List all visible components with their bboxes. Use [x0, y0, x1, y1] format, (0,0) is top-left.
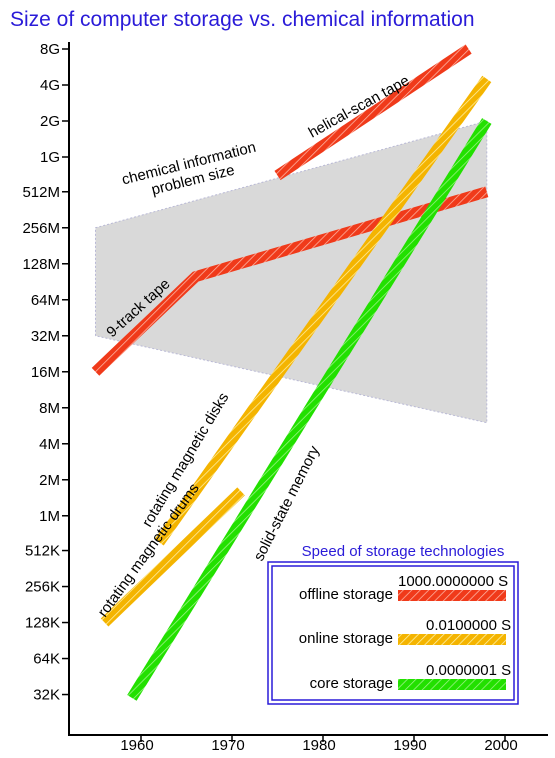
y-tick-label: 128K — [25, 615, 60, 632]
x-tick-layer: 1960 1970 1980 1990 2000 — [120, 735, 518, 754]
y-tick-label: 8M — [39, 400, 60, 417]
legend-swatch-core — [398, 679, 506, 690]
x-tick-label: 1990 — [393, 737, 426, 754]
y-tick-label: 256K — [25, 579, 60, 596]
y-tick-label: 256M — [22, 220, 60, 237]
legend-label-offline: offline storage — [299, 586, 393, 603]
y-tick-label: 1G — [40, 149, 60, 166]
x-tick-label: 2000 — [484, 737, 517, 754]
legend-swatch-online — [398, 634, 506, 645]
series-layer — [91, 44, 492, 701]
y-tick-label: 8G — [40, 41, 60, 58]
x-tick-label: 1980 — [302, 737, 335, 754]
y-tick-label: 512M — [22, 184, 60, 201]
x-tick-label: 1960 — [120, 737, 153, 754]
y-tick-label: 64M — [31, 292, 60, 309]
y-tick-label: 512K — [25, 543, 60, 560]
problem-size-region — [95, 120, 488, 424]
y-tick-label: 128M — [22, 256, 60, 273]
y-tick-label: 64K — [33, 651, 60, 668]
chart-title: Size of computer storage vs. chemical in… — [10, 8, 475, 31]
legend-label-online: online storage — [299, 630, 393, 647]
y-tick-label: 32K — [33, 687, 60, 704]
legend-value-core: 0.0000001 S — [426, 662, 511, 679]
series-rotating-magnetic-drums — [100, 487, 245, 627]
legend-value-online: 0.0100000 S — [426, 617, 511, 634]
y-tick-label: 2G — [40, 113, 60, 130]
series-rotating-magnetic-disks — [154, 75, 492, 546]
y-tick-label: 1M — [39, 508, 60, 525]
y-tick-label: 2M — [39, 472, 60, 489]
legend-label-core: core storage — [310, 675, 393, 692]
y-tick-label: 4G — [40, 77, 60, 94]
legend-box-outer — [267, 561, 519, 705]
series-helical-scan-tape — [274, 44, 472, 181]
x-tick-label: 1970 — [211, 737, 244, 754]
y-tick-label: 4M — [39, 436, 60, 453]
label-helical-scan-tape: helical-scan tape — [306, 72, 413, 141]
series-solid-state-memory — [127, 118, 492, 701]
y-tick-label: 32M — [31, 328, 60, 345]
legend-swatch-offline — [398, 590, 506, 601]
legend: Speed of storage technologies 1000.00000… — [267, 543, 519, 705]
y-tick-layer: 32K 64K 128K 256K 512K 1M 2M 4M 8M 16M 32M 64M 128M 2… — [22, 41, 69, 704]
legend-title: Speed of storage technologies — [302, 543, 505, 560]
y-tick-label: 16M — [31, 364, 60, 381]
legend-box-inner — [271, 565, 515, 701]
legend-value-offline: 1000.0000000 S — [398, 573, 508, 590]
